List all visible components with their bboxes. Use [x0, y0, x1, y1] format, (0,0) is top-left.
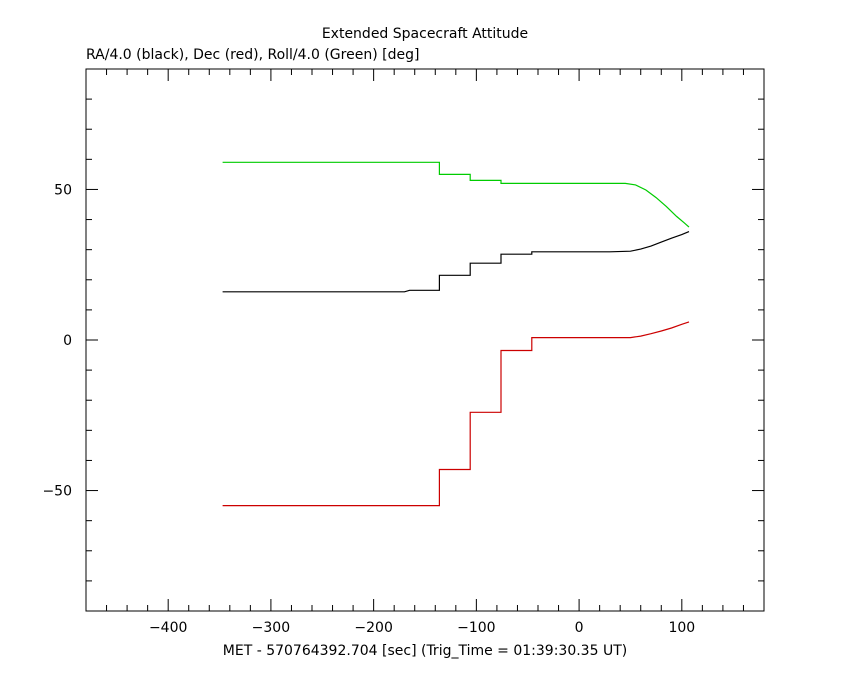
x-tick-label: −300 — [252, 620, 290, 636]
chart-subtitle: RA/4.0 (black), Dec (red), Roll/4.0 (Gre… — [86, 47, 419, 63]
x-tick-label: −400 — [149, 620, 187, 636]
chart-title: Extended Spacecraft Attitude — [322, 26, 528, 42]
x-tick-label: −200 — [354, 620, 392, 636]
series-line-1 — [222, 231, 690, 293]
x-tick-label: 100 — [668, 620, 695, 636]
series-line-3 — [222, 161, 690, 228]
plot-frame — [85, 68, 765, 612]
y-tick-label: 50 — [54, 182, 72, 198]
axis-tick-labels: −400 −300 −200 −100 0 100 −50 0 50 — [42, 182, 695, 636]
axis-ticks — [86, 69, 764, 611]
x-axis-label: MET - 570764392.704 [sec] (Trig_Time = 0… — [223, 643, 627, 659]
data-series-group — [222, 161, 690, 507]
series-line-2 — [222, 321, 690, 507]
x-tick-label: −100 — [457, 620, 495, 636]
y-tick-label: −50 — [42, 484, 72, 500]
y-tick-label: 0 — [63, 333, 72, 349]
x-tick-label: 0 — [575, 620, 584, 636]
